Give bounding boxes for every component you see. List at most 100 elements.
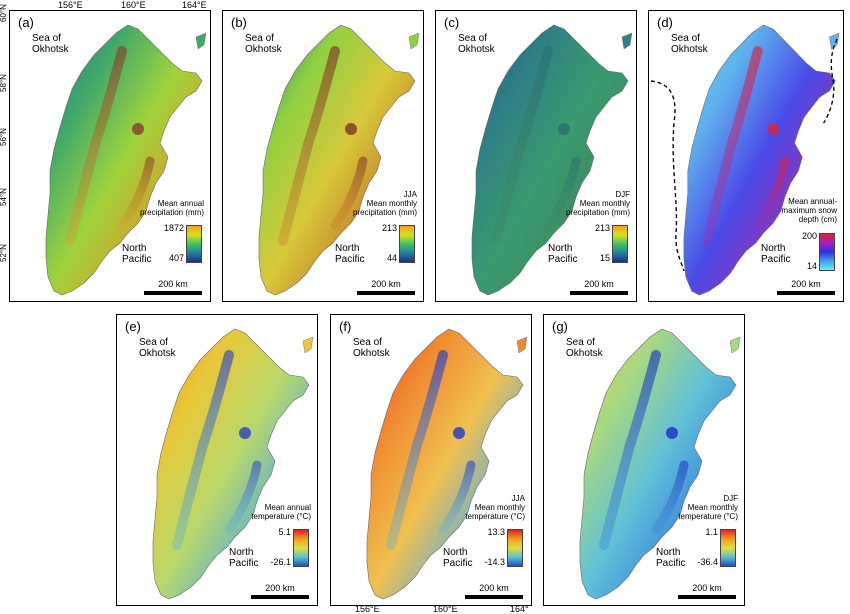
color-bar-min-label: 44	[386, 253, 397, 263]
scale-bar	[570, 291, 628, 295]
mountain-ridge	[65, 46, 127, 246]
peninsula-map	[471, 24, 633, 296]
eastern-range	[753, 156, 790, 230]
volcano-cluster	[239, 427, 251, 439]
color-bar	[507, 529, 523, 567]
peninsula-landmass	[683, 24, 836, 296]
lat-label-56: 56°N	[0, 128, 8, 146]
panel-label: (e)	[125, 319, 141, 334]
sea-label: Sea of Okhotsk	[458, 33, 495, 55]
top-axis-label-164: 164°E	[182, 0, 207, 10]
island	[302, 336, 314, 354]
lat-label-54: 54°N	[0, 188, 8, 206]
lat-label-52: 52°N	[0, 244, 8, 262]
peninsula-landmass	[258, 24, 416, 296]
map-panel-b: (b) Sea of Okhotsk North Pacific JJA Mean m…	[222, 10, 424, 302]
scale-bar-label: 200 km	[584, 279, 614, 289]
island	[408, 32, 420, 50]
scale-bar	[144, 291, 202, 295]
volcano-cluster	[132, 123, 144, 135]
map-panel-e: (e) Sea of Okhotsk North Pacific Mean annua…	[116, 314, 318, 606]
legend-title: DJF Mean monthly precipitation (mm)	[565, 190, 630, 217]
island	[729, 336, 741, 354]
eastern-range	[651, 460, 689, 534]
ocean-label: North Pacific	[443, 547, 473, 569]
color-bar-min-label: -36.4	[697, 557, 718, 567]
peninsula-map	[650, 24, 840, 296]
color-bar	[399, 225, 415, 263]
ocean-label: North Pacific	[122, 243, 152, 265]
eastern-range	[543, 156, 581, 230]
color-bar-max-label: 1.1	[705, 527, 718, 537]
island	[195, 32, 207, 50]
peninsula-map	[579, 328, 741, 600]
top-axis-label-160: 160°E	[121, 0, 146, 10]
scale-bar-label: 200 km	[791, 279, 821, 289]
color-bar-min-label: 14	[806, 261, 817, 271]
bottom-axis-label-156: 156°E	[355, 604, 380, 614]
sea-label: Sea of Okhotsk	[139, 337, 176, 359]
map-panel-a: (a) Sea of Okhotsk North Pacific Mean annua…	[9, 10, 211, 302]
top-axis-label-156: 156°E	[58, 0, 83, 10]
peninsula-map	[366, 328, 528, 600]
color-bar-max-label: 1872	[163, 223, 184, 233]
mountain-ridge	[491, 46, 553, 246]
sea-label: Sea of Okhotsk	[671, 33, 708, 55]
island	[621, 32, 633, 50]
map-panel-d: (d) Sea of Okhotsk North Pacific Mean annua…	[648, 10, 844, 302]
legend-title: DJF Mean monthly temperature (°C)	[678, 494, 738, 521]
map-panel-c: (c) Sea of Okhotsk North Pacific DJF Mean m…	[435, 10, 637, 302]
ocean-label: North Pacific	[761, 243, 791, 265]
color-bar	[186, 225, 202, 263]
scale-bar	[357, 291, 415, 295]
color-bar	[819, 233, 835, 271]
legend-title: Mean annual temperature (°C)	[251, 503, 311, 521]
panel-label: (f)	[339, 319, 352, 334]
lat-label-58: 58°N	[0, 74, 8, 92]
color-bar-max-label: 5.1	[278, 527, 291, 537]
bottom-axis-label-160: 160°E	[433, 604, 458, 614]
map-panel-f: (f) Sea of Okhotsk North Pacific JJA Mean m…	[330, 314, 532, 606]
ocean-label: North Pacific	[548, 243, 578, 265]
panel-label: (c)	[444, 15, 460, 30]
snow-boundary-west	[650, 80, 685, 272]
scale-bar	[465, 595, 523, 599]
color-bar-max-label: 213	[381, 223, 397, 233]
panel-label: (g)	[552, 319, 568, 334]
scale-bar-label: 200 km	[158, 279, 188, 289]
volcano-cluster	[345, 123, 357, 135]
color-bar	[293, 529, 309, 567]
map-panel-g: (g) Sea of Okhotsk North Pacific DJF Mean m…	[543, 314, 745, 606]
scale-bar-label: 200 km	[479, 583, 509, 593]
peninsula-landmass	[471, 24, 629, 296]
scale-bar-label: 200 km	[692, 583, 722, 593]
scale-bar-label: 200 km	[265, 583, 295, 593]
peninsula-landmass	[152, 328, 310, 600]
island	[829, 32, 840, 50]
volcano-cluster	[666, 427, 678, 439]
lat-label-60: 60°N	[0, 4, 8, 22]
eastern-range	[224, 460, 262, 534]
color-bar	[612, 225, 628, 263]
ocean-label: North Pacific	[229, 547, 259, 569]
snow-boundary-east	[823, 38, 838, 124]
peninsula-map	[258, 24, 420, 296]
color-bar-min-label: -26.1	[270, 557, 291, 567]
color-bar-max-label: 213	[594, 223, 610, 233]
legend-title: Mean annual precipitation (mm)	[139, 199, 204, 217]
mountain-ridge	[172, 350, 234, 550]
mountain-ridge	[386, 350, 448, 550]
mountain-ridge	[599, 350, 661, 550]
legend-title: Mean annual- maximum snow depth (cm)	[781, 197, 837, 224]
scale-bar-label: 200 km	[371, 279, 401, 289]
legend-title: JJA Mean monthly temperature (°C)	[465, 494, 525, 521]
volcano-cluster	[767, 123, 779, 135]
sea-label: Sea of Okhotsk	[353, 337, 390, 359]
mountain-ridge	[278, 46, 340, 246]
panel-label: (d)	[657, 15, 673, 30]
color-bar	[720, 529, 736, 567]
eastern-range	[117, 156, 155, 230]
eastern-range	[330, 156, 368, 230]
peninsula-landmass	[579, 328, 737, 600]
peninsula-landmass	[366, 328, 524, 600]
